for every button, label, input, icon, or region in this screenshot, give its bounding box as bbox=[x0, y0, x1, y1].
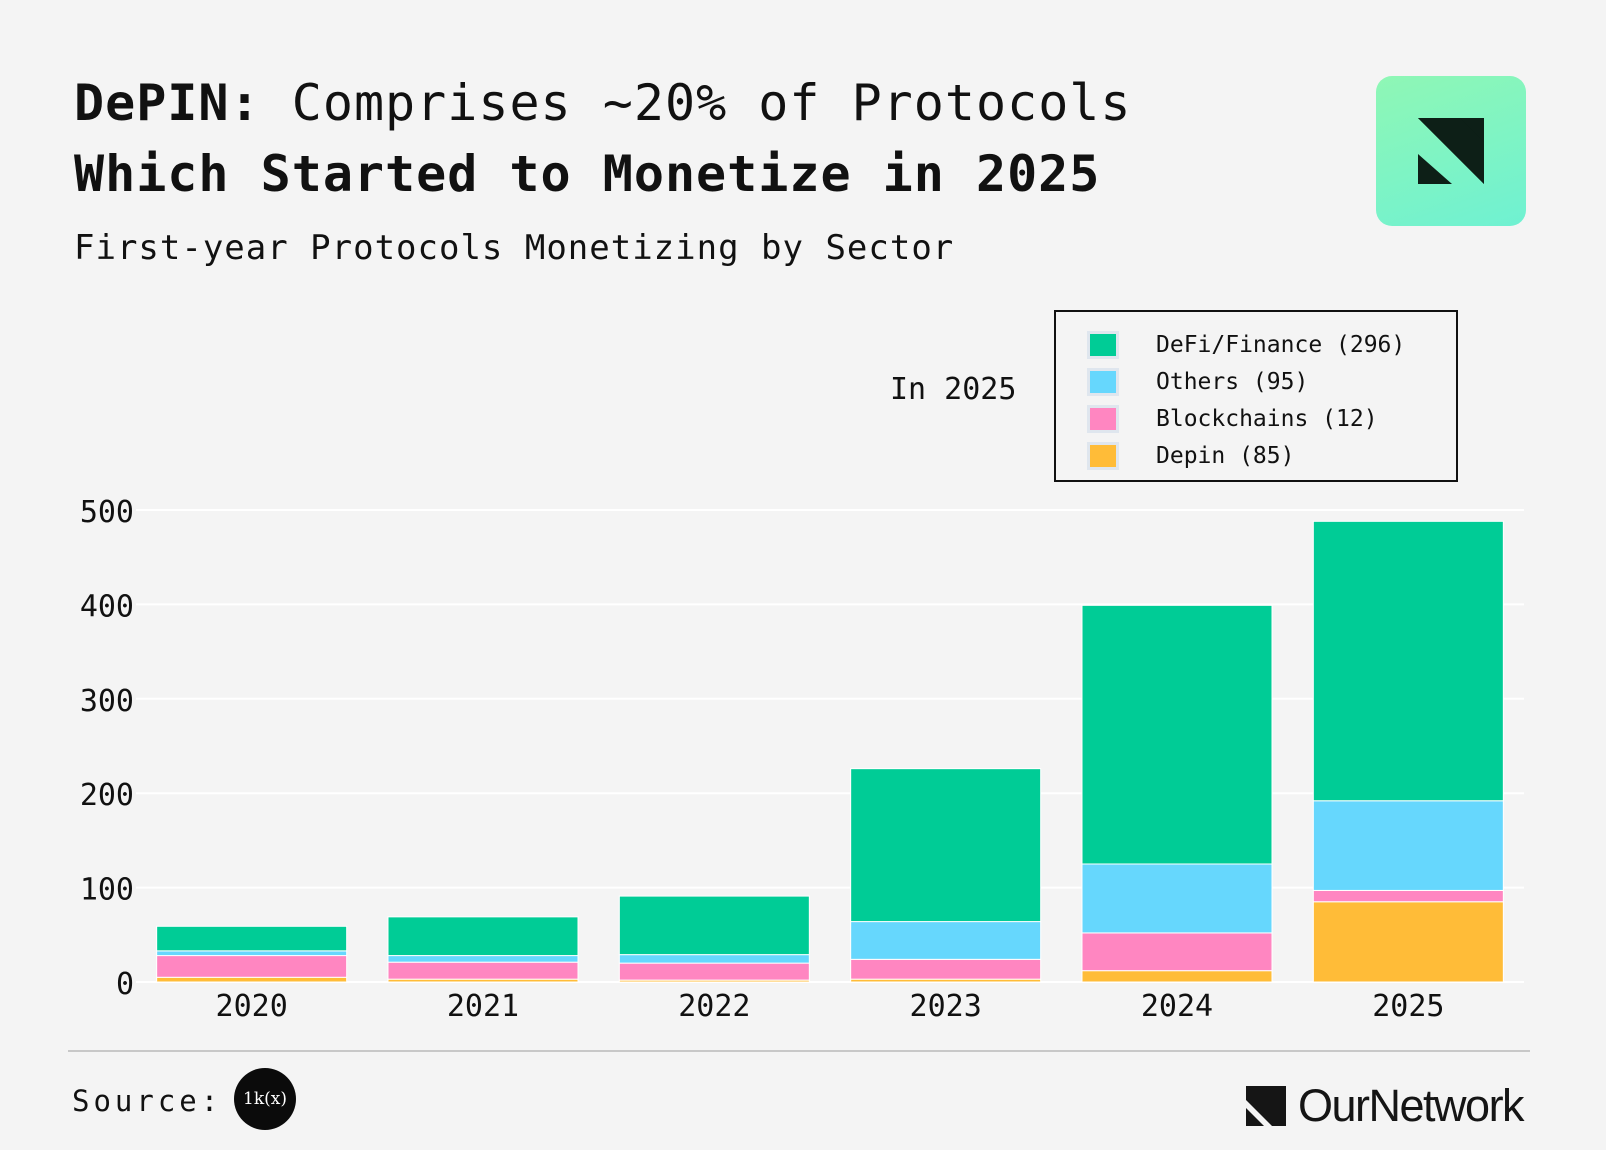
bar-2025-blockchains[interactable] bbox=[1312, 889, 1504, 903]
legend-swatch-depin bbox=[1090, 445, 1116, 467]
legend: DeFi/Finance (296) Others (95) Blockchai… bbox=[1054, 310, 1458, 482]
bar-2023-defi-finance[interactable] bbox=[850, 768, 1042, 923]
bar-2020-others[interactable] bbox=[156, 950, 348, 957]
bar-2025-defi-finance[interactable] bbox=[1312, 520, 1504, 802]
y-tick-label-300: 300 bbox=[80, 684, 134, 719]
ournetwork-logo-tile bbox=[1376, 76, 1526, 226]
in-2025-annotation: In 2025 bbox=[890, 372, 1017, 407]
brand-name: OurNetwork bbox=[1298, 1080, 1525, 1131]
y-tick-label-200: 200 bbox=[80, 778, 134, 813]
footer-divider bbox=[68, 1050, 1530, 1052]
bar-2024-blockchains[interactable] bbox=[1081, 932, 1273, 972]
legend-label-defi: DeFi/Finance (296) bbox=[1156, 332, 1406, 358]
legend-item-depin: Depin (85) bbox=[1090, 441, 1294, 471]
grid-lines bbox=[136, 509, 1524, 983]
x-tick-label-2023: 2023 bbox=[910, 989, 982, 1024]
y-tick-label-100: 100 bbox=[80, 873, 134, 908]
tick-labels: 0 100 200 300 400 500 2020 2021 2022 2023 2024 2025 bbox=[80, 495, 1445, 1024]
legend-item-blockchains: Blockchains (12) bbox=[1090, 404, 1378, 434]
bar-2024-depin[interactable] bbox=[1081, 970, 1273, 983]
source-label: Source: bbox=[72, 1084, 223, 1118]
legend-item-others: Others (95) bbox=[1090, 367, 1308, 397]
legend-label-others: Others (95) bbox=[1156, 369, 1309, 395]
bar-2022-defi-finance[interactable] bbox=[618, 895, 810, 956]
bar-2025-others[interactable] bbox=[1312, 800, 1504, 891]
bar-2023-blockchains[interactable] bbox=[850, 958, 1042, 980]
x-tick-label-2022: 2022 bbox=[678, 989, 750, 1024]
bar-2022-others[interactable] bbox=[618, 954, 810, 964]
bar-2020-blockchains[interactable] bbox=[156, 955, 348, 978]
ournetwork-brand[interactable]: OurNetwork bbox=[1246, 1080, 1525, 1132]
bar-2024-defi-finance[interactable] bbox=[1081, 604, 1273, 865]
bars bbox=[156, 520, 1504, 983]
bar-2022-blockchains[interactable] bbox=[618, 962, 810, 981]
legend-label-blockchains: Blockchains (12) bbox=[1156, 406, 1378, 432]
x-tick-label-2025: 2025 bbox=[1372, 989, 1444, 1024]
legend-item-defi: DeFi/Finance (296) bbox=[1090, 330, 1405, 360]
source-badge[interactable]: 1k(x) bbox=[234, 1068, 296, 1130]
bar-2020-depin[interactable] bbox=[156, 976, 348, 983]
title-rest: Comprises ~20% of Protocols bbox=[291, 74, 1132, 132]
chart-title: DePIN: Comprises ~20% of Protocols Which… bbox=[74, 68, 1304, 210]
x-tick-label-2021: 2021 bbox=[447, 989, 519, 1024]
y-tick-label-0: 0 bbox=[116, 967, 134, 1002]
x-tick-label-2020: 2020 bbox=[216, 989, 288, 1024]
title-line-2: Which Started to Monetize in 2025 bbox=[74, 145, 1101, 203]
legend-swatch-others bbox=[1090, 371, 1116, 393]
bar-2020-defi-finance[interactable] bbox=[156, 925, 348, 952]
bar-2024-others[interactable] bbox=[1081, 863, 1273, 934]
bar-2021-defi-finance[interactable] bbox=[387, 916, 579, 957]
bar-2023-others[interactable] bbox=[850, 921, 1042, 960]
legend-swatch-blockchains bbox=[1090, 408, 1116, 430]
y-tick-label-400: 400 bbox=[80, 589, 134, 624]
title-lead: DePIN: bbox=[74, 74, 261, 132]
bar-2021-blockchains[interactable] bbox=[387, 961, 579, 980]
chart-subtitle: First-year Protocols Monetizing by Secto… bbox=[74, 228, 955, 268]
legend-swatch-defi bbox=[1090, 334, 1116, 356]
legend-label-depin: Depin (85) bbox=[1156, 443, 1295, 469]
y-tick-label-500: 500 bbox=[80, 495, 134, 530]
x-tick-label-2024: 2024 bbox=[1141, 989, 1213, 1024]
ournetwork-brand-icon bbox=[1246, 1086, 1286, 1126]
bar-2025-depin[interactable] bbox=[1312, 901, 1504, 983]
bar-2021-others[interactable] bbox=[387, 955, 579, 963]
ournetwork-mark-icon bbox=[1418, 118, 1484, 184]
